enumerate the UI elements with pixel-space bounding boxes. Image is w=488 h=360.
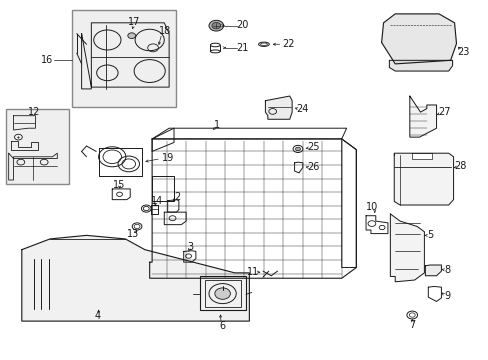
Circle shape xyxy=(127,33,135,39)
Circle shape xyxy=(208,20,223,31)
Polygon shape xyxy=(409,96,436,137)
Circle shape xyxy=(211,22,220,29)
Text: 15: 15 xyxy=(113,180,125,190)
Text: 28: 28 xyxy=(453,161,466,171)
Bar xyxy=(72,10,176,107)
Polygon shape xyxy=(22,235,249,321)
Polygon shape xyxy=(152,176,174,202)
Text: 21: 21 xyxy=(235,43,248,53)
Polygon shape xyxy=(265,96,291,119)
Text: 12: 12 xyxy=(28,107,41,117)
Text: 5: 5 xyxy=(426,230,432,240)
Text: 9: 9 xyxy=(444,291,450,301)
Text: 16: 16 xyxy=(41,55,53,64)
Circle shape xyxy=(295,147,300,151)
Text: 1: 1 xyxy=(213,120,220,130)
Text: 2: 2 xyxy=(173,192,180,202)
Text: 6: 6 xyxy=(219,321,225,331)
Text: 4: 4 xyxy=(94,311,100,321)
Text: 25: 25 xyxy=(306,142,319,152)
Text: 7: 7 xyxy=(408,320,414,330)
Polygon shape xyxy=(411,153,431,158)
Polygon shape xyxy=(425,265,441,276)
Text: 18: 18 xyxy=(158,26,170,36)
Polygon shape xyxy=(152,128,174,152)
Polygon shape xyxy=(388,60,452,71)
Text: 23: 23 xyxy=(456,48,468,58)
Text: 11: 11 xyxy=(246,267,259,277)
Polygon shape xyxy=(393,153,453,205)
Text: 13: 13 xyxy=(127,229,139,239)
Text: 10: 10 xyxy=(366,202,378,212)
Bar xyxy=(6,109,69,184)
Text: 14: 14 xyxy=(150,197,163,206)
Polygon shape xyxy=(381,14,456,64)
Text: 24: 24 xyxy=(296,104,308,114)
Text: 8: 8 xyxy=(444,265,450,275)
Polygon shape xyxy=(389,214,424,282)
Bar xyxy=(200,276,245,310)
Text: 22: 22 xyxy=(282,39,294,49)
Text: 27: 27 xyxy=(438,107,450,117)
Text: 19: 19 xyxy=(161,153,173,163)
Text: 20: 20 xyxy=(235,20,248,30)
Text: 17: 17 xyxy=(127,17,140,27)
Text: 26: 26 xyxy=(307,162,319,172)
Bar xyxy=(204,280,241,307)
Text: 3: 3 xyxy=(186,242,193,252)
Circle shape xyxy=(214,288,230,299)
